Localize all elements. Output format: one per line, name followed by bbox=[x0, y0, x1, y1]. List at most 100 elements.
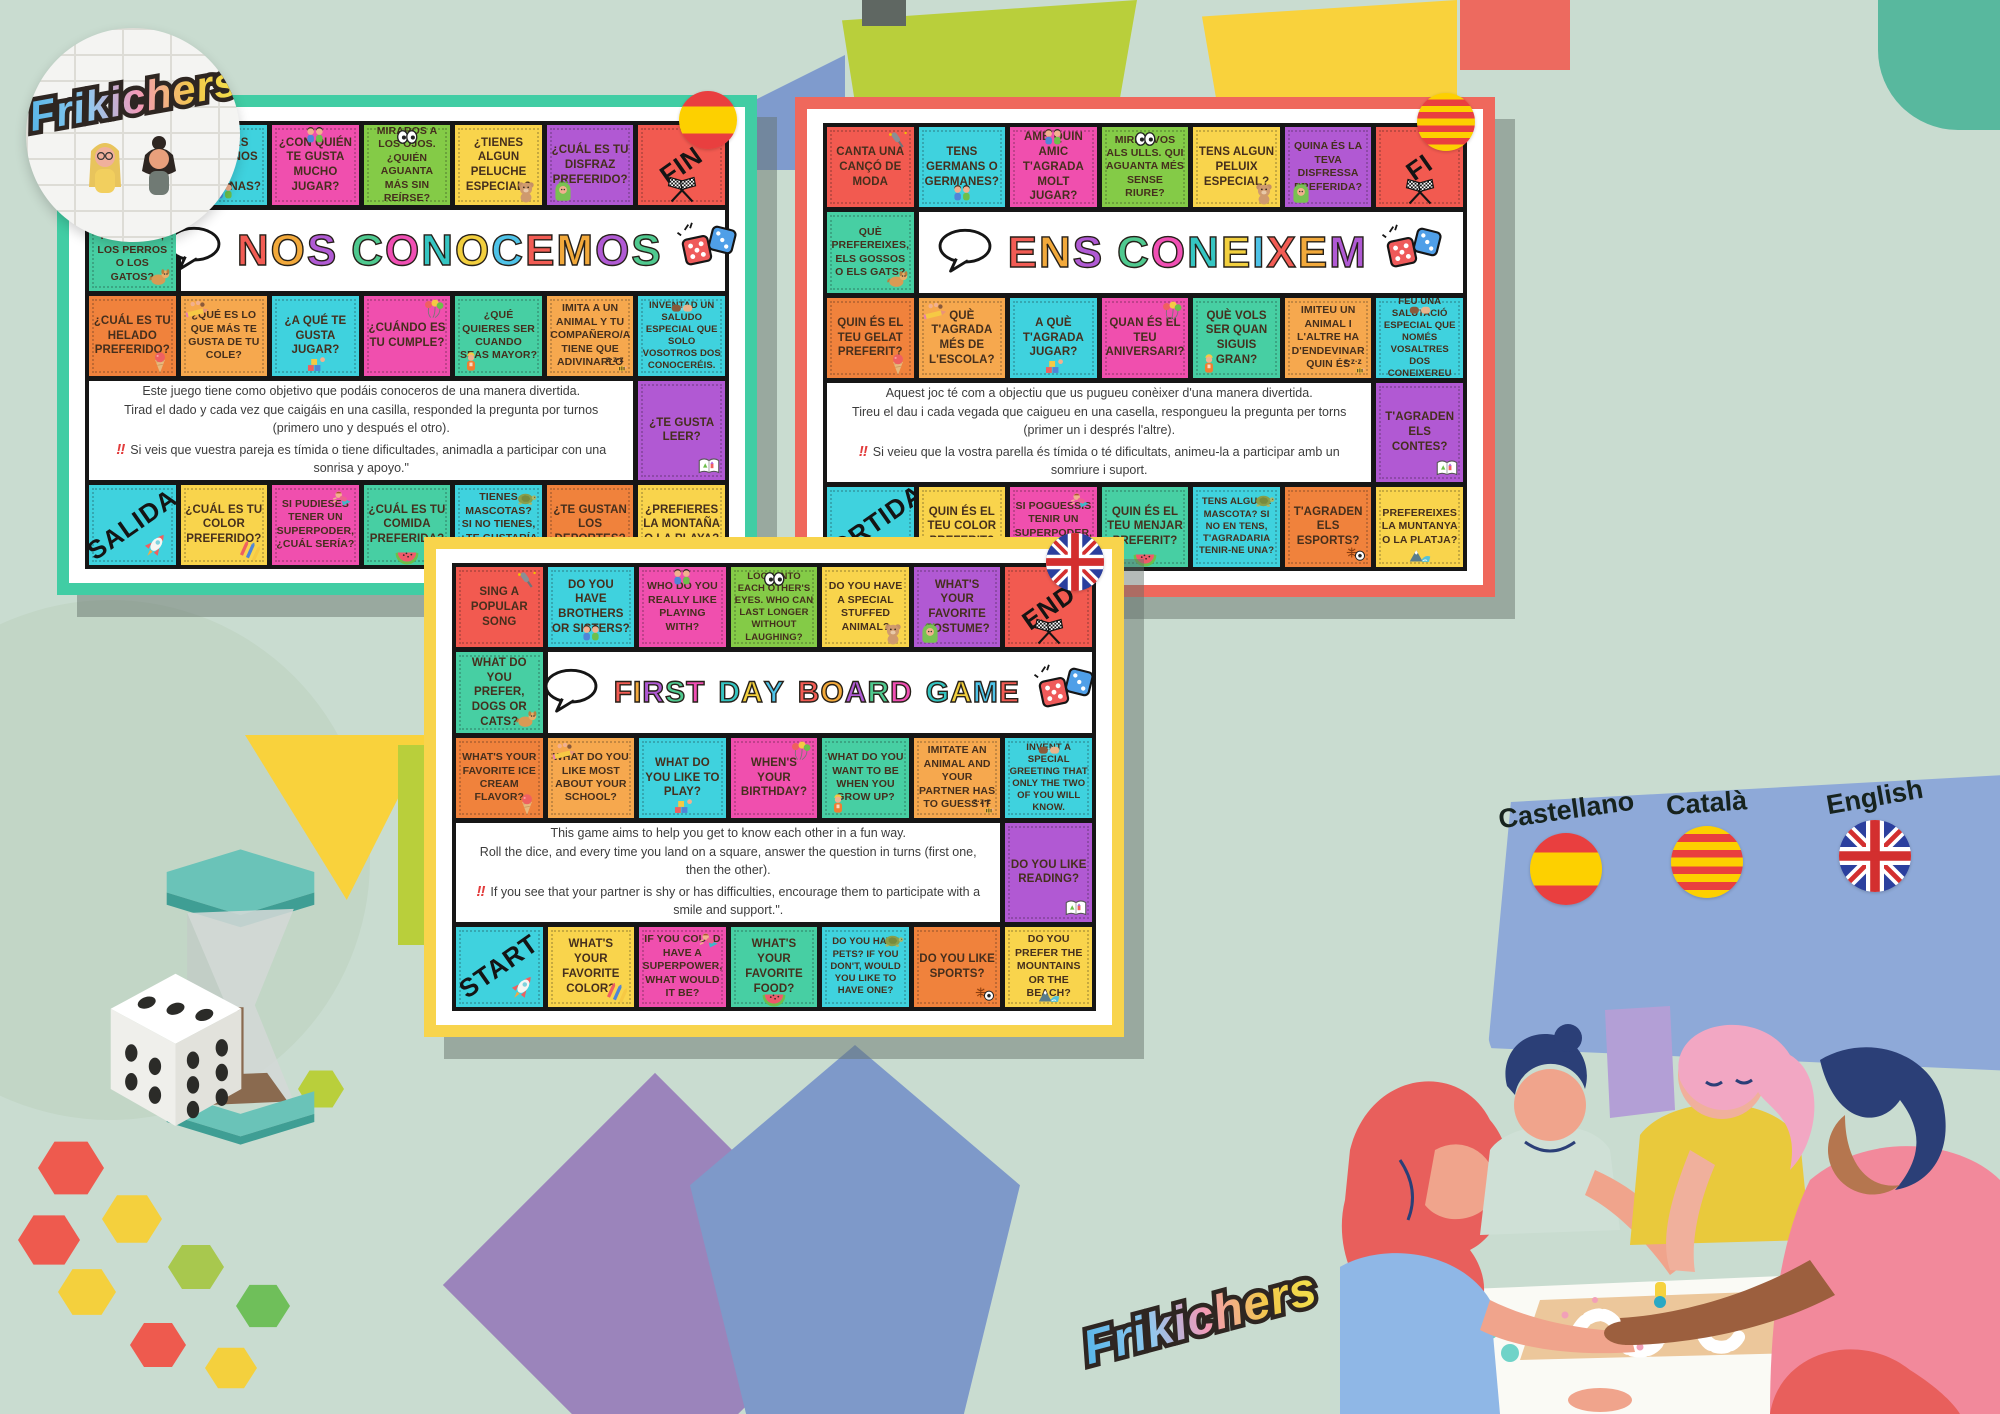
board-title-band: FIRST DAY BOARD GAME bbox=[544, 652, 1094, 733]
ice-cream-icon bbox=[885, 351, 911, 377]
hexagon-token bbox=[236, 1284, 290, 1328]
cell-text: WHEN'S YOUR BIRTHDAY? bbox=[740, 756, 808, 799]
eyes-icon bbox=[1132, 127, 1158, 152]
uk-flag-icon bbox=[1046, 533, 1104, 591]
rocket-icon bbox=[137, 528, 173, 564]
cell-text: INVENT A SPECIAL GREETING THAT ONLY THE … bbox=[1009, 741, 1088, 814]
dice-illustration bbox=[85, 945, 265, 1135]
teddy-bear-icon bbox=[880, 620, 906, 646]
hexagon-token bbox=[168, 1245, 224, 1289]
cell-text: QUÈ VOLS SER QUAN SIGUIS GRAN? bbox=[1205, 309, 1268, 366]
microphone-icon bbox=[885, 128, 911, 154]
bg-shape bbox=[1460, 0, 1570, 70]
dog-icon bbox=[147, 264, 173, 290]
cell-text: WHAT'S YOUR FAVORITE ICE CREAM FLAVOR? bbox=[462, 751, 537, 804]
cell-text: IF YOU COULD HAVE A SUPERPOWER, WHAT WOU… bbox=[642, 933, 723, 999]
board-title-band: NOS CONOCEMOS bbox=[167, 210, 737, 291]
watermelon-icon bbox=[1132, 542, 1158, 567]
kids-icon bbox=[578, 622, 604, 647]
language-badge-english: English bbox=[1824, 774, 1925, 892]
question-cell: QUIN ÉS EL TEU GELAT PREFERIT? bbox=[827, 297, 914, 379]
instruction-line: Roll the dice, and every time you land o… bbox=[479, 845, 977, 877]
storybook-icon bbox=[1434, 455, 1460, 481]
instruction-line: Este juego tiene como objetivo que podái… bbox=[142, 384, 581, 399]
sleep-zzz-icon: z·z·z bbox=[604, 349, 630, 375]
question-cell: WHAT'S YOUR FAVORITE FOOD? bbox=[730, 926, 818, 1007]
question-cell: INVENT A SPECIAL GREETING THAT ONLY THE … bbox=[1005, 737, 1092, 819]
superhero-icon bbox=[330, 486, 356, 512]
cell-text: TENS GERMANS O GERMANES? bbox=[924, 146, 1000, 188]
superhero-icon bbox=[697, 928, 723, 954]
question-cell: WHAT'S YOUR FAVORITE ICE CREAM FLAVOR? bbox=[456, 737, 543, 819]
storybook-icon bbox=[696, 453, 722, 479]
cell-text: QUIN ÉS EL TEU GELAT PREFERIT? bbox=[837, 316, 904, 359]
question-cell: TENS ALGUN PELUIX ESPECIAL? bbox=[1193, 127, 1280, 208]
play-blocks-icon bbox=[302, 351, 328, 376]
question-cell: ¿CUÁL ES TU HELADO PREFERIDO? bbox=[89, 295, 176, 377]
question-cell: CANTA UNA CANÇÓ DE MODA bbox=[827, 127, 914, 208]
finish-flags-icon bbox=[1031, 612, 1067, 647]
question-cell: IMITA A UN ANIMAL Y TU COMPAÑERO/A TIENE… bbox=[546, 295, 634, 377]
teddy-bear-icon bbox=[513, 178, 539, 204]
cell-text: ¿QUÉ QUIERES SER CUANDO SEAS MAYOR? bbox=[459, 309, 538, 362]
question-cell: QUÈ PREFEREIXES, ELS GOSSOS O ELS GATS? bbox=[827, 212, 914, 293]
turtle-icon bbox=[513, 486, 539, 512]
kids-icon bbox=[1040, 127, 1066, 152]
sleep-zzz-icon: z·z·z bbox=[971, 791, 997, 817]
balls-icon bbox=[971, 980, 997, 1006]
cell-text: T'AGRADEN ELS ESPORTS? bbox=[1293, 505, 1363, 548]
instructions: Aquest joc té com a objectiu que us pugu… bbox=[827, 383, 1372, 482]
question-cell: ¿A QUÉ TE GUSTA JUGAR? bbox=[272, 295, 359, 377]
hexagon-token bbox=[58, 1269, 116, 1315]
pencil-kids-icon bbox=[922, 299, 948, 325]
logo-text: Frikichers bbox=[26, 57, 240, 140]
logo-text: Frikichers bbox=[1077, 1261, 1323, 1376]
builder-icon bbox=[1196, 351, 1222, 377]
language-badge-català: Català bbox=[1665, 785, 1748, 898]
question-cell: SI PUDIESES TENER UN SUPERPODER, ¿CUÁL S… bbox=[272, 484, 359, 565]
frikichers-logo: Frikichers Frikichers bbox=[26, 28, 240, 242]
dog-icon bbox=[885, 266, 911, 292]
instruction-line: ‼ Si veis que vuestra pareja es tímida o … bbox=[116, 440, 607, 475]
kids-icon bbox=[669, 567, 695, 592]
finish-flags-icon bbox=[1402, 172, 1438, 207]
bg-shape bbox=[862, 0, 906, 26]
pencil-kids-icon bbox=[184, 297, 210, 323]
question-cell: QUINA ÉS LA TEVA DISFRESSA PREFERIDA? bbox=[1284, 127, 1372, 208]
start-cell: START bbox=[456, 926, 543, 1007]
watermelon-icon bbox=[761, 982, 787, 1007]
hexagon-token bbox=[102, 1195, 162, 1243]
question-cell: WHO DO YOU REALLY LIKE PLAYING WITH? bbox=[639, 567, 726, 648]
eyes-icon bbox=[761, 567, 787, 592]
question-cell: DO YOU PREFER THE MOUNTAINS OR THE BEACH… bbox=[1005, 926, 1092, 1007]
microphone-icon bbox=[514, 568, 540, 594]
instruction-line: ‼ If you see that your partner is shy or … bbox=[476, 882, 981, 917]
svg-text:z·z·z: z·z·z bbox=[607, 355, 625, 364]
cell-text: QUÈ T'AGRADA MÉS DE L'ESCOLA? bbox=[929, 309, 995, 366]
instruction-line: This game aims to help you get to know e… bbox=[550, 826, 906, 841]
game-grid: CANTA UNA CANÇÓ DE MODA TENS GERMANS O GE… bbox=[823, 123, 1467, 571]
instructions: Este juego tiene como objetivo que podái… bbox=[89, 381, 634, 480]
language-label: Castellano bbox=[1496, 785, 1636, 835]
avatars-icon bbox=[73, 133, 193, 203]
fist-bump-icon bbox=[669, 296, 695, 321]
cell-text: SI PUDIESES TENER UN SUPERPODER, ¿CUÁL S… bbox=[276, 497, 355, 551]
cell-text: QUAN ÉS EL TEU ANIVERSARI? bbox=[1105, 316, 1185, 359]
eyes-icon bbox=[394, 125, 420, 150]
warning-icon: ‼ bbox=[476, 882, 486, 900]
turtle-icon bbox=[1251, 488, 1277, 514]
uk-flag-icon bbox=[1838, 820, 1911, 892]
cell-text: IMITEU UN ANIMAL I L'ALTRE HA D'ENDEVINA… bbox=[1291, 304, 1365, 371]
dino-costume-icon bbox=[917, 620, 943, 646]
question-cell: INVENTAD UN SALUDO ESPECIAL QUE SOLO VOS… bbox=[638, 295, 725, 377]
cell-text: QUIN ÉS EL TEU MENJAR PREFERIT? bbox=[1107, 505, 1183, 548]
bg-shape bbox=[1488, 772, 2000, 1072]
language-badge-castellano: Castellano bbox=[1497, 786, 1636, 905]
question-cell: ¿QUÉ ES LO QUE MÁS TE GUSTA DE TU COLE? bbox=[180, 295, 268, 377]
crayons-icon bbox=[605, 980, 631, 1006]
crayons-icon bbox=[238, 538, 264, 564]
balloons-icon bbox=[421, 297, 447, 323]
cell-text: DO YOU HAVE PETS? IF YOU DON'T, WOULD YO… bbox=[830, 936, 901, 997]
dice-icon bbox=[676, 221, 741, 280]
